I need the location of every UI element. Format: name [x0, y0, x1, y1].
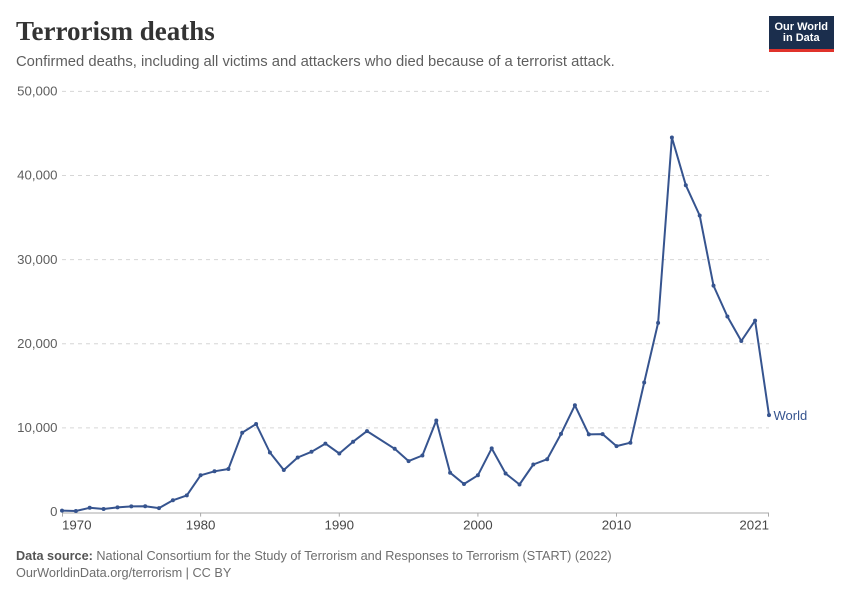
svg-text:2021: 2021	[739, 518, 769, 533]
svg-text:20,000: 20,000	[17, 336, 57, 351]
svg-text:50,000: 50,000	[17, 84, 57, 99]
svg-text:0: 0	[50, 504, 57, 519]
svg-text:World: World	[774, 408, 808, 423]
svg-text:10,000: 10,000	[17, 420, 57, 435]
svg-text:1980: 1980	[186, 518, 216, 533]
svg-text:30,000: 30,000	[17, 252, 57, 267]
svg-text:2000: 2000	[463, 518, 493, 533]
svg-text:1990: 1990	[325, 518, 355, 533]
svg-text:1970: 1970	[62, 518, 92, 533]
svg-text:2010: 2010	[602, 518, 632, 533]
svg-text:40,000: 40,000	[17, 168, 57, 183]
